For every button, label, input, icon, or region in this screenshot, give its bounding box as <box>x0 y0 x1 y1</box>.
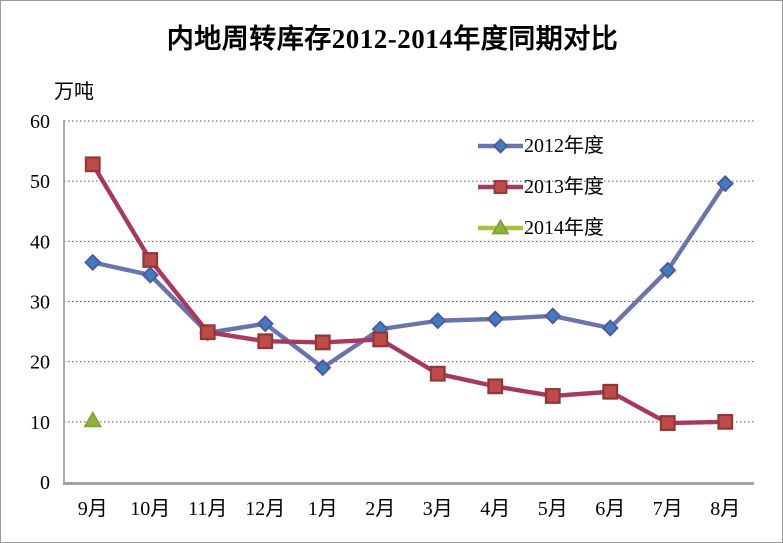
series-line-2013年度 <box>90 162 728 426</box>
x-axis-label: 2月 <box>365 498 395 520</box>
x-axis-label: 10月 <box>130 498 170 520</box>
data-point-2012年度 <box>659 261 677 279</box>
data-point-2012年度 <box>141 266 159 284</box>
data-point-2012年度 <box>84 253 102 272</box>
data-point-2012年度 <box>314 359 332 377</box>
x-axis-label: 8月 <box>710 498 740 520</box>
data-point-2012年度 <box>429 312 447 330</box>
data-point-2013年度 <box>544 388 561 404</box>
y-axis-label: 30 <box>30 292 50 314</box>
data-point-2012年度 <box>486 310 504 328</box>
data-point-2013年度 <box>429 365 446 382</box>
x-axis-label: 5月 <box>538 498 568 520</box>
chart-title: 内地周转库存2012-2014年度同期对比 <box>166 24 619 54</box>
legend-marker-icon <box>478 137 523 154</box>
x-axis-label: 9月 <box>78 498 108 520</box>
x-axis-label: 1月 <box>308 498 338 520</box>
x-axis-label: 4月 <box>480 498 510 520</box>
data-point-2013年度 <box>257 333 274 350</box>
data-point-2012年度 <box>544 307 562 325</box>
legend-label: 2013年度 <box>524 175 604 198</box>
data-point-2013年度 <box>199 324 216 341</box>
data-point-2012年度 <box>716 174 734 193</box>
data-point-2013年度 <box>659 415 676 431</box>
x-axis-label: 12月 <box>245 498 285 520</box>
data-point-2013年度 <box>717 413 734 430</box>
data-point-2012年度 <box>601 319 619 337</box>
x-axis-label: 11月 <box>188 498 227 520</box>
y-axis-label: 60 <box>30 111 50 133</box>
legend-entry-2014年度: 2014年度 <box>477 214 604 241</box>
y-axis-label: 40 <box>30 231 50 253</box>
legend-marker-icon <box>478 218 523 234</box>
legend-marker-icon <box>478 179 523 194</box>
data-point-2013年度 <box>84 156 101 173</box>
data-point-2013年度 <box>602 383 619 400</box>
data-point-2013年度 <box>314 334 331 351</box>
legend-entry-2013年度: 2013年度 <box>477 173 604 200</box>
y-axis-label: 10 <box>30 412 50 434</box>
series-line-2012年度 <box>90 181 728 370</box>
y-axis-label: 50 <box>30 171 50 193</box>
data-point-2012年度 <box>256 315 274 333</box>
x-axis-label: 6月 <box>595 498 625 520</box>
data-point-2013年度 <box>372 331 389 348</box>
y-axis-unit-label: 万吨 <box>54 81 94 103</box>
y-axis-label: 20 <box>30 352 50 374</box>
x-axis-label: 7月 <box>653 498 683 520</box>
data-point-2013年度 <box>487 378 504 395</box>
legend: 2012年度 2013年度 2014年度 <box>477 132 604 241</box>
legend-label: 2012年度 <box>524 134 604 157</box>
legend-entry-2012年度: 2012年度 <box>477 132 604 159</box>
x-axis-label: 3月 <box>423 498 453 520</box>
legend-label: 2014年度 <box>524 216 604 239</box>
data-point-2014年度 <box>83 411 103 428</box>
y-axis-label: 0 <box>40 472 50 494</box>
data-point-2013年度 <box>142 252 159 268</box>
